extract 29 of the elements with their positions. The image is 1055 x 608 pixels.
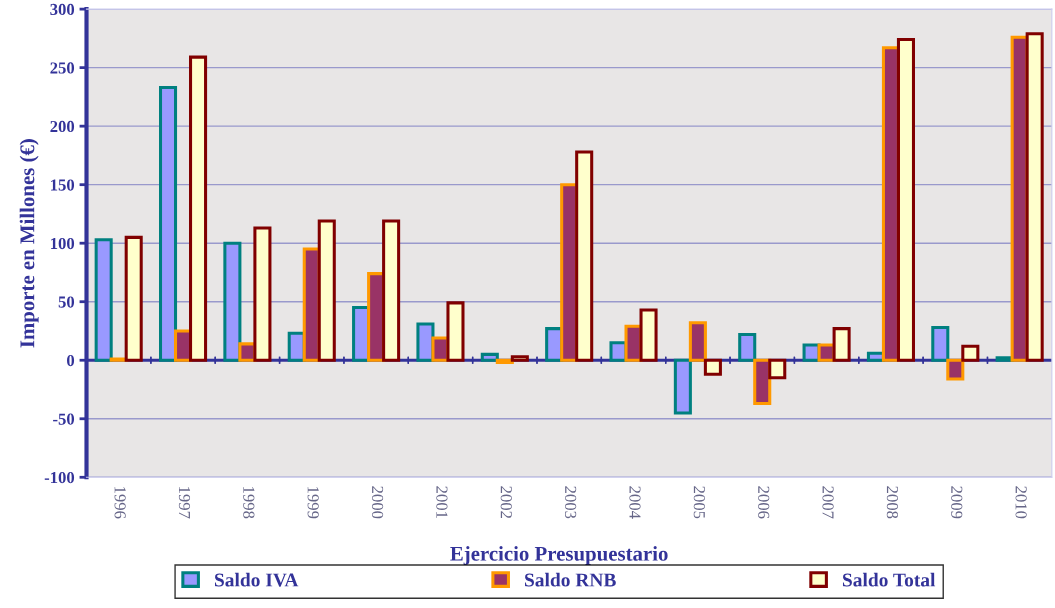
x-tick-label: 2005 xyxy=(693,486,705,519)
x-tick-label: 2000 xyxy=(371,486,384,519)
y-tick-label: 150 xyxy=(51,179,75,191)
legend-label: Saldo RNB xyxy=(525,572,616,587)
x-tick-label: 2010 xyxy=(1015,486,1027,519)
x-axis-title: Ejercicio Presupuestario xyxy=(450,546,668,566)
x-tick-label: 2006 xyxy=(758,486,770,519)
legend-label: Saldo IVA xyxy=(215,572,299,587)
legend-label: Saldo Total xyxy=(842,572,936,587)
x-tick-label: 2007 xyxy=(822,486,834,519)
x-tick-label: 2004 xyxy=(629,486,641,519)
x-tick-label: 2009 xyxy=(951,486,963,519)
y-tick-label: 250 xyxy=(50,62,75,74)
y-tick-label: -50 xyxy=(53,413,75,425)
y-axis-title: Importe en Millones (€) xyxy=(19,139,39,348)
y-tick-label: -100 xyxy=(44,471,75,484)
x-tick-label: 2008 xyxy=(886,486,899,519)
x-tick-label: 1997 xyxy=(178,487,191,519)
x-tick-label: 1996 xyxy=(114,487,126,519)
y-tick-label: 100 xyxy=(51,237,75,250)
y-tick-label: 0 xyxy=(67,354,75,367)
x-tick-label: 1998 xyxy=(243,487,255,519)
x-tick-label: 2001 xyxy=(436,486,448,518)
x-tick-label: 1999 xyxy=(307,487,319,519)
y-tick-label: 200 xyxy=(50,120,75,133)
x-tick-label: 2003 xyxy=(565,486,577,519)
y-tick-label: 300 xyxy=(50,3,75,16)
x-tick-label: 2002 xyxy=(500,486,512,519)
y-tick-label: 50 xyxy=(58,296,75,308)
